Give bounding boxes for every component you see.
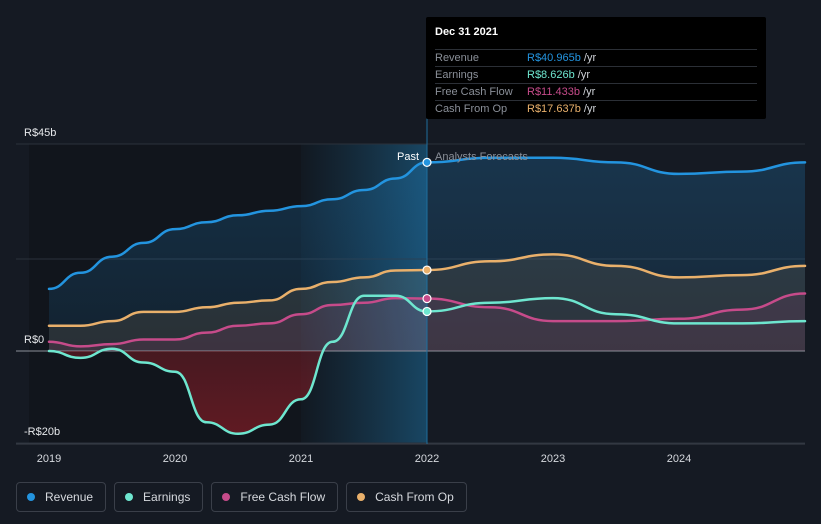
earnings-marker [422,306,432,317]
tooltip-number: R$8.626b [527,69,575,81]
forecast-label: Analysts Forecasts [435,151,528,163]
y-tick-label: -R$20b [24,426,60,438]
cfo-dot-icon [357,493,366,501]
tooltip-label: Cash From Op [435,103,508,115]
cfo-line [47,253,807,327]
tooltip-unit: /yr [574,69,590,81]
legend-item-revenue[interactable]: Revenue [16,482,107,512]
tooltip-date: Dec 31 2021 [435,26,498,38]
x-tick-label: 2022 [415,453,439,465]
tooltip-row-revenue: Revenue R$40.965b /yr [435,49,757,67]
tooltip-label: Revenue [435,52,480,64]
tooltip-row-cfo: Cash From Op R$17.637b /yr [435,100,757,118]
x-tick-label: 2023 [541,453,565,465]
earnings-dot-icon [125,493,134,501]
fcf-marker [422,293,432,304]
tooltip-value: R$11.433b /yr [527,86,595,98]
legend-item-earnings[interactable]: Earnings [114,482,204,512]
tooltip-value: R$17.637b /yr [527,103,596,115]
legend-item-cash-from-op[interactable]: Cash From Op [346,482,467,512]
tooltip-value: R$40.965b /yr [527,52,596,64]
tooltip-label: Earnings [435,69,479,81]
tooltip-unit: /yr [580,86,596,98]
tooltip-unit: /yr [580,103,597,115]
legend: Revenue Earnings Free Cash Flow Cash Fro… [16,482,467,512]
legend-label: Earnings [143,490,191,504]
x-tick-label: 2024 [667,453,691,465]
cfo-marker [422,265,432,275]
fcf-line [47,292,807,348]
y-tick-label: R$0 [24,334,44,346]
earnings-negative-area [49,351,805,434]
tooltip: Dec 31 2021 Revenue R$40.965b /yr Earnin… [426,17,766,119]
revenue-line [47,156,807,291]
fcf-dot-icon [222,493,231,501]
tooltip-number: R$40.965b [527,52,581,64]
y-tick-label: R$45b [24,127,56,139]
x-tick-label: 2019 [37,453,61,465]
revenue-marker [422,157,432,167]
earnings-line [47,294,807,436]
x-tick-label: 2020 [163,453,187,465]
revenue-dot-icon [27,493,35,501]
tooltip-row-earnings: Earnings R$8.626b /yr [435,66,757,84]
tooltip-row-fcf: Free Cash Flow R$11.433b /yr [435,83,757,101]
tooltip-number: R$11.433b [527,86,581,98]
tooltip-value: R$8.626b /yr [527,69,590,81]
legend-label: Cash From Op [375,490,454,504]
x-tick-label: 2021 [289,453,313,465]
tooltip-unit: /yr [580,52,597,64]
tooltip-label: Free Cash Flow [435,86,513,98]
legend-label: Free Cash Flow [240,490,326,504]
tooltip-number: R$17.637b [527,103,581,115]
legend-label: Revenue [45,490,94,504]
past-label: Past [397,151,419,163]
legend-item-free-cash-flow[interactable]: Free Cash Flow [211,482,339,512]
